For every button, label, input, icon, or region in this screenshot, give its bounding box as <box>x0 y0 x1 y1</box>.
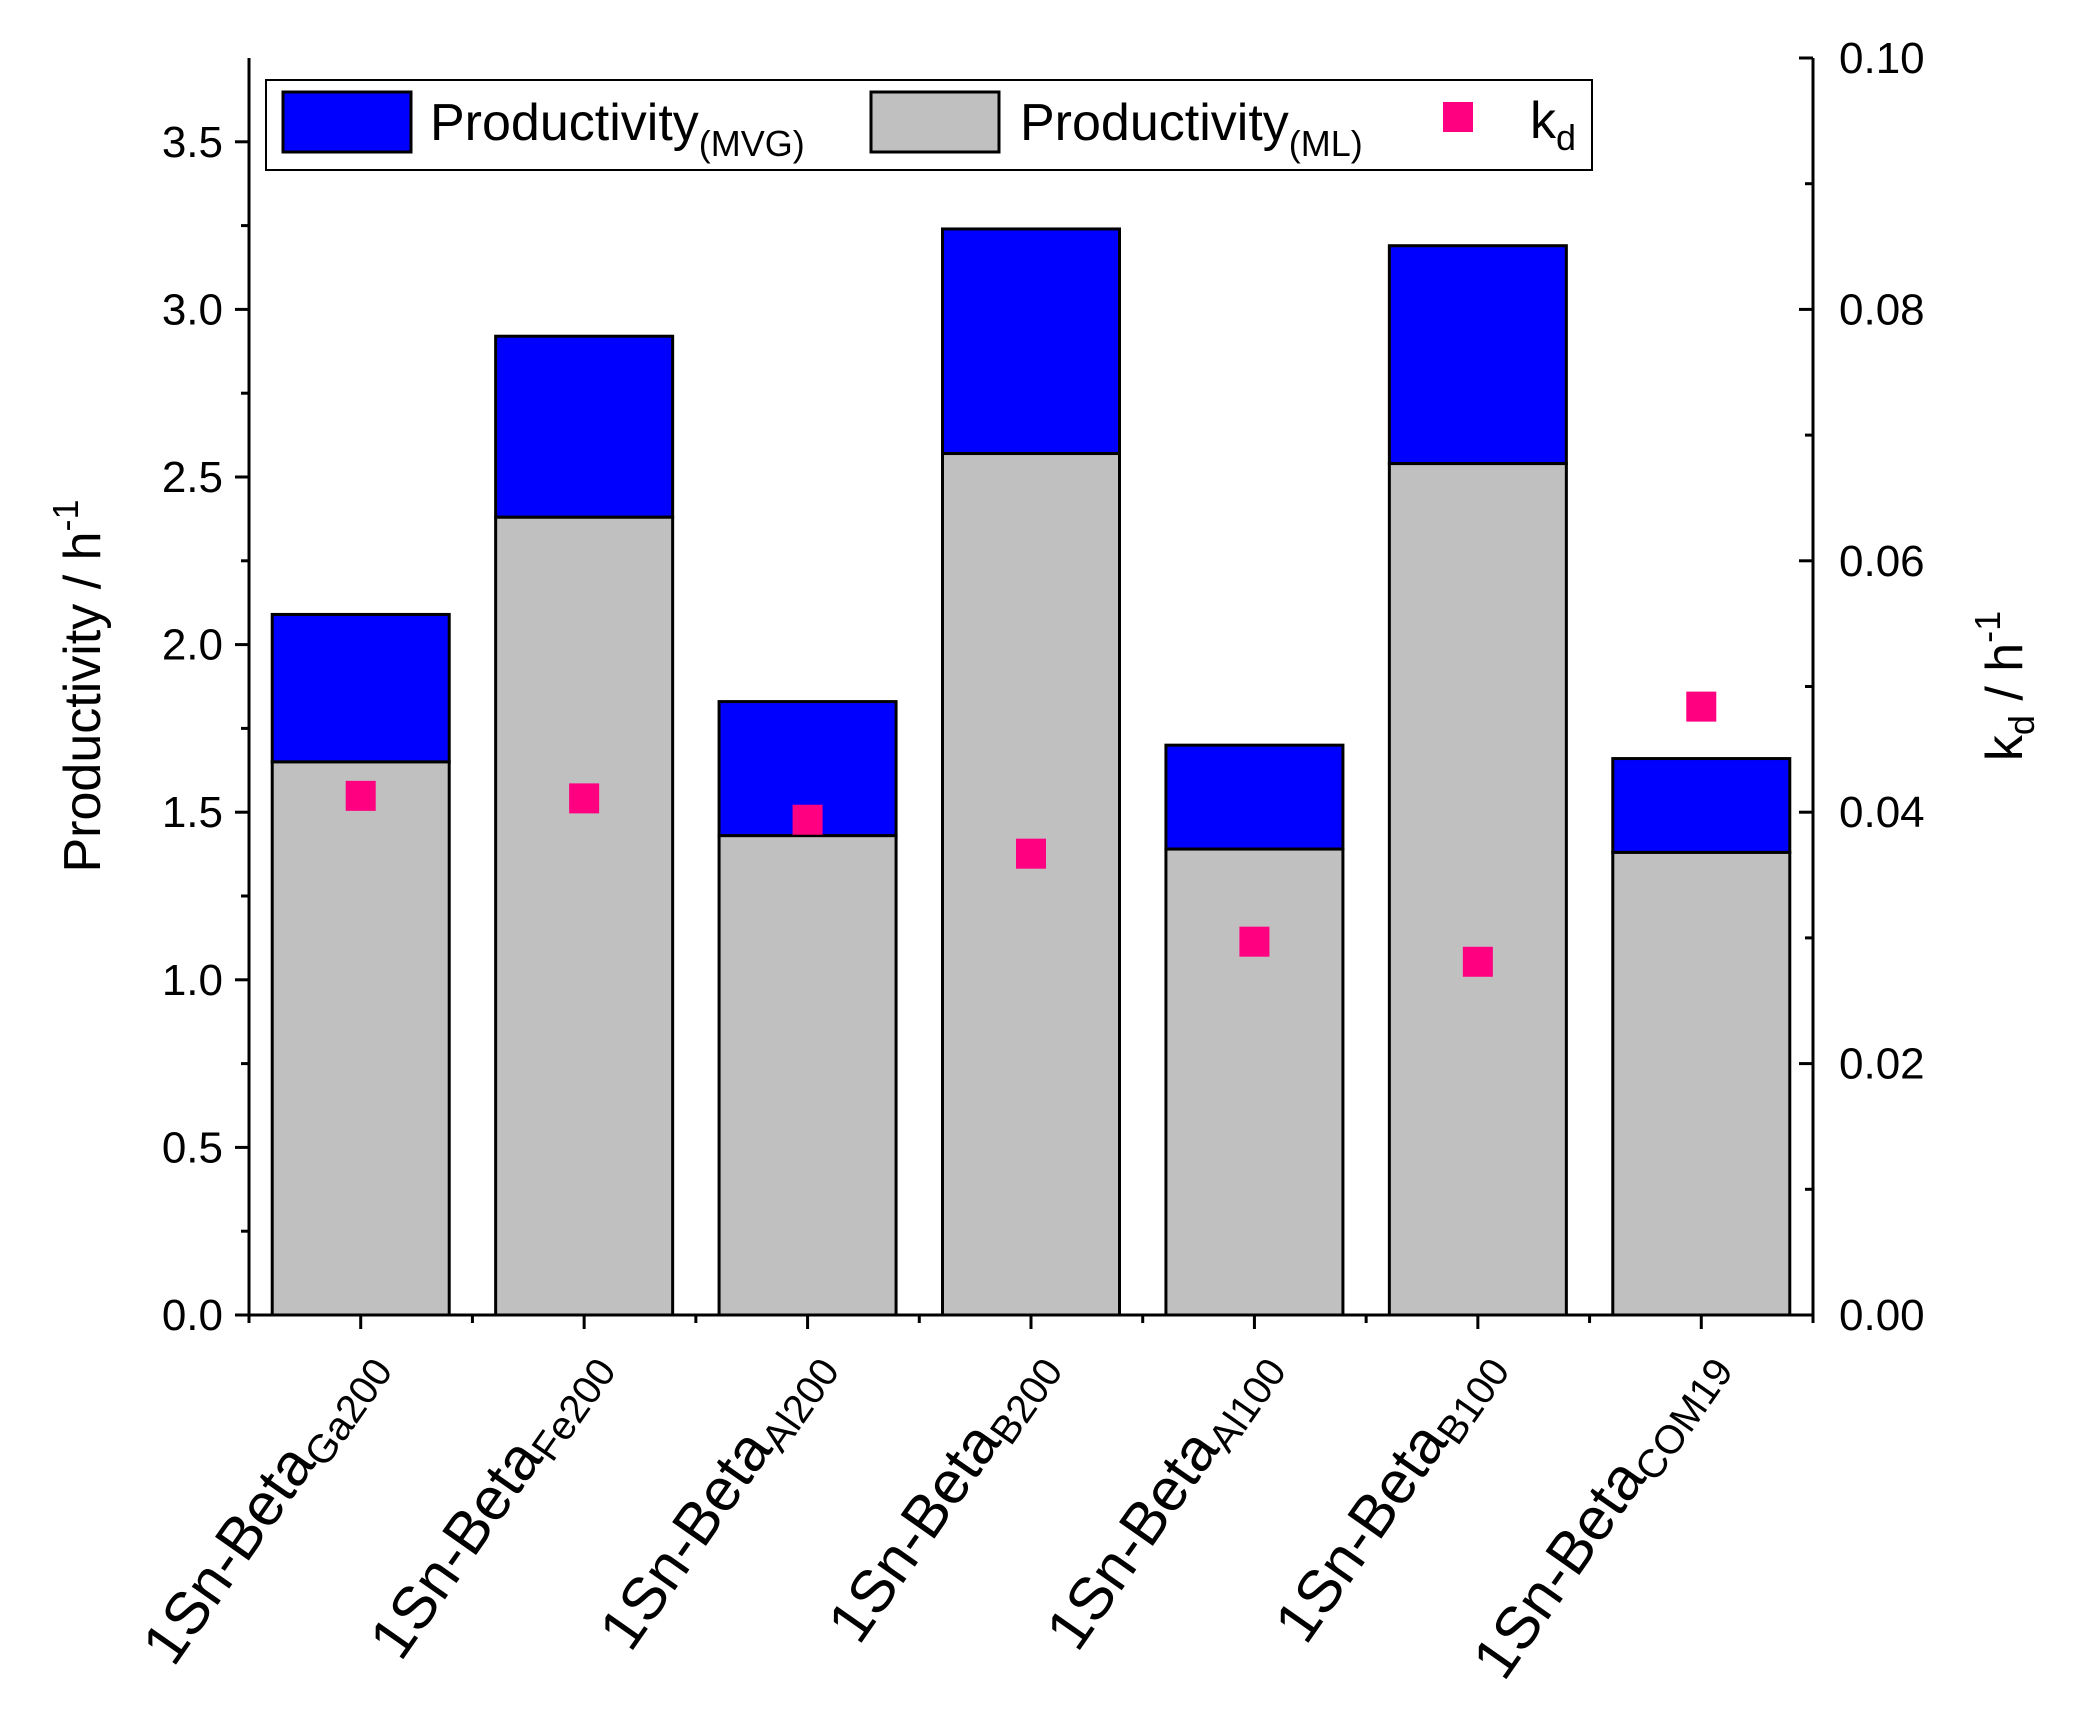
left-tick-label: 0.0 <box>162 1291 223 1340</box>
category-label: 1Sn-BetaFe200 <box>356 1334 624 1674</box>
left-tick-label: 1.0 <box>162 956 223 1005</box>
right-tick-label: 0.06 <box>1839 537 1925 586</box>
category-base: 1Sn-Beta <box>1262 1410 1461 1654</box>
axes-group: 0.0 0.5 1.0 1.5 2.0 2.5 3.0 3.5 0.00 0.02 0.04 0.06… <box>162 34 1925 1340</box>
bar-ml <box>1387 462 1568 1317</box>
legend-label-ml: Productivity(ML) <box>1020 94 1363 164</box>
kd-point <box>569 783 600 814</box>
category-label: 1Sn-BetaAl200 <box>586 1334 848 1665</box>
left-tick-label: 2.5 <box>162 453 223 502</box>
axis-titles-group: Productivity / h-1kd / h-1 <box>45 499 2042 872</box>
right-tick-label: 0.00 <box>1839 1291 1925 1340</box>
bar-ml <box>717 834 898 1317</box>
legend-label-mvg: Productivity(MVG) <box>430 94 805 164</box>
category-base: 1Sn-Beta <box>129 1432 328 1676</box>
kd-point <box>1239 926 1270 957</box>
category-base: 1Sn-Beta <box>586 1417 785 1661</box>
bar-mvg <box>270 612 451 764</box>
category-base: 1Sn-Beta <box>1033 1417 1232 1661</box>
left-tick-label: 3.5 <box>162 118 223 167</box>
category-base: 1Sn-Beta <box>356 1426 555 1670</box>
legend-label-kd-sub: d <box>1556 117 1576 158</box>
legend-swatch-ml <box>869 90 1001 154</box>
legend-label-mvg-sub: (MVG) <box>699 123 805 164</box>
left-axis-title-main: Productivity / h <box>54 531 112 872</box>
category-labels-group: 1Sn-BetaGa2001Sn-BetaFe2001Sn-BetaAl2001… <box>129 1334 1742 1691</box>
right-axis-title-sup: -1 <box>1967 611 2008 643</box>
bars-group <box>270 227 1792 1317</box>
kd-point <box>1686 691 1717 722</box>
bar-mvg <box>941 227 1121 456</box>
legend-label-mvg-main: Productivity <box>430 94 699 152</box>
category-label: 1Sn-BetaB200 <box>815 1334 1072 1657</box>
right-tick-label: 0.08 <box>1839 285 1925 334</box>
category-subscript: COM19 <box>1627 1351 1742 1489</box>
kd-point <box>792 804 823 835</box>
bar-ml <box>1164 847 1345 1317</box>
legend-swatch-mvg <box>281 90 413 154</box>
left-tick-label: 2.0 <box>162 621 223 670</box>
left-tick-label: 1.5 <box>162 788 223 837</box>
category-subscript: B100 <box>1429 1351 1519 1453</box>
left-tick-label: 3.0 <box>162 285 223 334</box>
category-subscript: Fe200 <box>524 1351 625 1469</box>
bar-mvg <box>494 334 675 519</box>
bar-ml <box>494 515 675 1317</box>
legend-label-ml-main: Productivity <box>1020 94 1289 152</box>
category-base: 1Sn-Beta <box>1460 1446 1659 1690</box>
right-tick-label: 0.02 <box>1839 1040 1925 1089</box>
bar-ml <box>1611 850 1792 1317</box>
right-axis-title-rest: / h <box>1976 643 2034 715</box>
bar-ml <box>270 760 451 1317</box>
category-subscript: Ga200 <box>296 1351 401 1475</box>
kd-points-group <box>345 691 1717 977</box>
legend-label-ml-sub: (ML) <box>1289 123 1363 164</box>
right-axis-title: kd / h-1 <box>1967 611 2042 761</box>
category-base: 1Sn-Beta <box>815 1410 1014 1654</box>
left-axis-title-sup: -1 <box>45 499 86 531</box>
bar-ml <box>941 452 1121 1317</box>
bar-mvg <box>1387 244 1568 466</box>
kd-point <box>1016 838 1046 869</box>
right-axis-title-sub: d <box>2001 715 2042 735</box>
category-subscript: Al100 <box>1200 1351 1295 1460</box>
right-tick-label: 0.04 <box>1839 788 1925 837</box>
legend-label-kd: kd <box>1530 92 1576 158</box>
legend: Productivity(MVG) Productivity(ML) kd <box>265 79 1593 171</box>
category-label: 1Sn-BetaAl100 <box>1033 1334 1295 1665</box>
legend-marker-kd <box>1443 102 1473 132</box>
category-subscript: B200 <box>982 1351 1072 1453</box>
kd-point <box>345 780 376 811</box>
bar-mvg <box>1611 757 1792 854</box>
right-axis-title-main: k <box>1976 734 2034 761</box>
category-label: 1Sn-BetaB100 <box>1262 1334 1519 1657</box>
legend-label-kd-main: k <box>1530 92 1557 150</box>
category-subscript: Al200 <box>753 1351 848 1460</box>
right-tick-label: 0.10 <box>1839 34 1925 83</box>
left-tick-label: 0.5 <box>162 1123 223 1172</box>
left-axis-title: Productivity / h-1 <box>45 499 112 872</box>
bar-mvg <box>1164 743 1345 851</box>
kd-point <box>1462 946 1493 977</box>
